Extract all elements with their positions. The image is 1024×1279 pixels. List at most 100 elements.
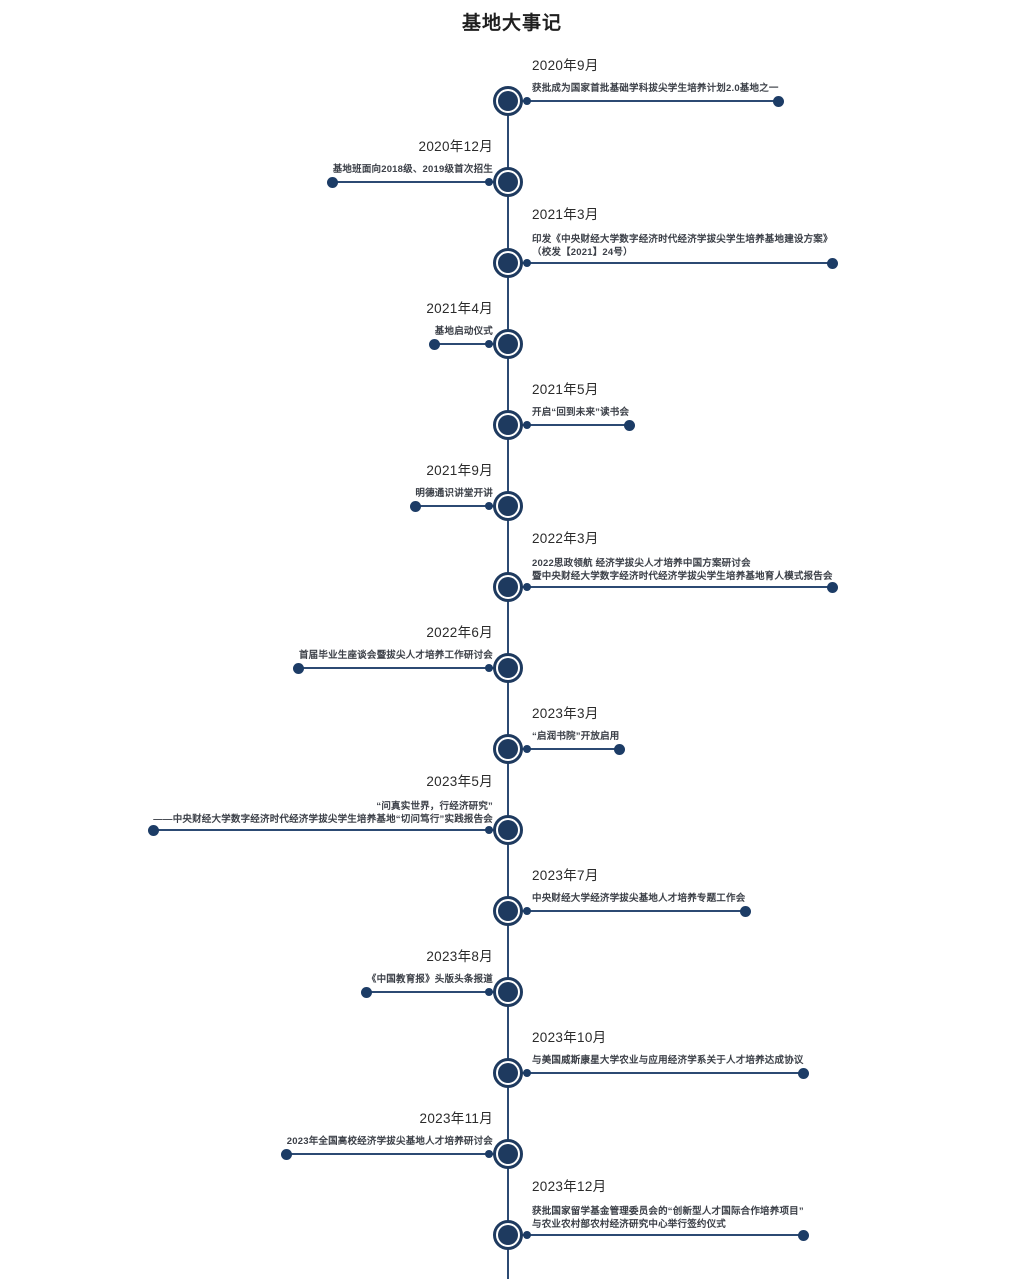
node-core xyxy=(498,901,518,921)
connector-line xyxy=(332,181,495,183)
description-line: 与农业农村部农村经济研究中心举行签约仪式 xyxy=(532,1219,727,1230)
connector-start-dot xyxy=(523,745,531,753)
connector-line xyxy=(415,505,495,507)
node-core xyxy=(498,1063,518,1083)
event-date: 2022年6月 xyxy=(426,625,493,640)
event-date: 2022年3月 xyxy=(532,531,599,546)
event-date: 2023年10月 xyxy=(532,1030,607,1045)
connector-line xyxy=(434,343,495,345)
event-description: 基地班面向2018级、2019级首次招生 xyxy=(333,163,493,176)
connector-end-dot xyxy=(798,1067,810,1079)
node-core xyxy=(498,172,518,192)
timeline-node-icon xyxy=(493,653,523,683)
event-description: 开启“回到未来”读书会 xyxy=(532,406,629,419)
node-core xyxy=(498,91,518,111)
connector-end-dot xyxy=(614,743,626,755)
timeline-node-icon xyxy=(493,248,523,278)
connector-line xyxy=(521,586,833,588)
connector-end-dot xyxy=(827,581,839,593)
timeline-node-icon xyxy=(493,1139,523,1169)
description-line: 印发《中央财经大学数字经济时代经济学拔尖学生培养基地建设方案》 xyxy=(532,234,833,245)
description-line: “启润书院”开放启用 xyxy=(532,731,620,742)
timeline-node-icon xyxy=(493,329,523,359)
description-line: 首届毕业生座谈会暨拔尖人才培养工作研讨会 xyxy=(298,650,493,661)
description-line: 获批成为国家首批基础学科拔尖学生培养计划2.0基地之一 xyxy=(532,83,779,94)
connector-end-dot xyxy=(327,176,339,188)
event-date: 2023年3月 xyxy=(532,706,599,721)
connector-start-dot xyxy=(485,664,493,672)
event-date: 2020年12月 xyxy=(418,139,493,154)
connector-line xyxy=(366,991,495,993)
node-core xyxy=(498,253,518,273)
node-core xyxy=(498,1225,518,1245)
event-date: 2023年7月 xyxy=(532,868,599,883)
connector-start-dot xyxy=(485,988,493,996)
connector-end-dot xyxy=(773,95,785,107)
description-line: （校发【2021】24号） xyxy=(532,247,633,258)
node-core xyxy=(498,982,518,1002)
event-date: 2021年5月 xyxy=(532,382,599,397)
connector-line xyxy=(521,1234,804,1236)
connector-start-dot xyxy=(485,1150,493,1158)
connector-start-dot xyxy=(485,502,493,510)
node-core xyxy=(498,820,518,840)
timeline-node-icon xyxy=(493,410,523,440)
event-date: 2021年3月 xyxy=(532,207,599,222)
description-line: ——中央财经大学数字经济时代经济学拔尖学生培养基地“切问笃行”实践报告会 xyxy=(153,814,493,825)
description-line: 《中国教育报》头版头条报道 xyxy=(366,974,493,985)
timeline-node-icon xyxy=(493,167,523,197)
event-description: 基地启动仪式 xyxy=(435,325,493,338)
connector-start-dot xyxy=(523,421,531,429)
connector-end-dot xyxy=(147,824,159,836)
event-date: 2023年11月 xyxy=(419,1111,493,1126)
connector-end-dot xyxy=(623,419,635,431)
timeline-node-icon xyxy=(493,1058,523,1088)
timeline-node-icon xyxy=(493,1220,523,1250)
event-description: “启润书院”开放启用 xyxy=(532,730,620,743)
node-core xyxy=(498,658,518,678)
connector-start-dot xyxy=(523,1231,531,1239)
timeline-node-icon xyxy=(493,815,523,845)
connector-line xyxy=(521,262,833,264)
event-description: 印发《中央财经大学数字经济时代经济学拔尖学生培养基地建设方案》 （校发【2021】… xyxy=(532,233,833,259)
description-line: 基地启动仪式 xyxy=(434,326,493,337)
event-description: 获批成为国家首批基础学科拔尖学生培养计划2.0基地之一 xyxy=(532,82,779,95)
event-description: 2022思政领航 经济学拔尖人才培养中国方案研讨会 暨中央财经大学数字经济时代经济… xyxy=(532,557,833,583)
connector-start-dot xyxy=(485,178,493,186)
connector-end-dot xyxy=(429,338,441,350)
connector-end-dot xyxy=(739,905,751,917)
description-line: 与美国威斯康星大学农业与应用经济学系关于人才培养达成协议 xyxy=(532,1055,804,1066)
event-date: 2020年9月 xyxy=(532,58,599,73)
connector-end-dot xyxy=(361,986,373,998)
event-date: 2021年4月 xyxy=(426,301,493,316)
description-line: 2022思政领航 经济学拔尖人才培养中国方案研讨会 xyxy=(532,558,751,569)
node-core xyxy=(498,496,518,516)
connector-line xyxy=(286,1153,495,1155)
description-line: 2023年全国高校经济学拔尖基地人才培养研讨会 xyxy=(286,1136,493,1147)
node-core xyxy=(498,577,518,597)
event-description: 中央财经大学经济学拔尖基地人才培养专题工作会 xyxy=(532,892,745,905)
connector-line xyxy=(521,748,620,750)
node-core xyxy=(498,739,518,759)
description-line: 基地班面向2018级、2019级首次招生 xyxy=(332,164,493,175)
node-core xyxy=(498,334,518,354)
timeline-node-icon xyxy=(493,491,523,521)
timeline-node-icon xyxy=(493,572,523,602)
connector-line xyxy=(521,424,630,426)
connector-start-dot xyxy=(523,1069,531,1077)
event-description: 获批国家留学基金管理委员会的“创新型人才国际合作培养项目” 与农业农村部农村经济研… xyxy=(532,1205,804,1231)
connector-end-dot xyxy=(281,1148,293,1160)
connector-start-dot xyxy=(523,583,531,591)
description-line: 开启“回到未来”读书会 xyxy=(532,407,630,418)
event-date: 2023年5月 xyxy=(426,774,493,789)
connector-end-dot xyxy=(293,662,305,674)
connector-line xyxy=(521,100,779,102)
event-description: 明德通识讲堂开讲 xyxy=(415,487,493,500)
event-description: 《中国教育报》头版头条报道 xyxy=(367,973,493,986)
event-date: 2023年12月 xyxy=(532,1179,607,1194)
description-line: “问真实世界，行经济研究” xyxy=(376,801,493,812)
timeline-axis xyxy=(507,101,509,1279)
connector-line xyxy=(521,1072,804,1074)
event-date: 2021年9月 xyxy=(426,463,493,478)
